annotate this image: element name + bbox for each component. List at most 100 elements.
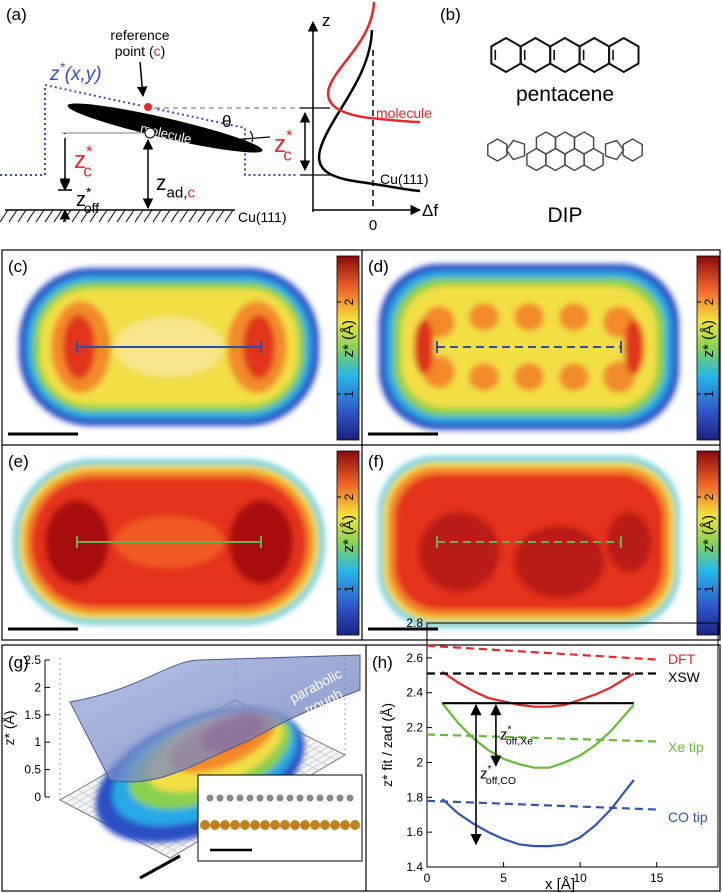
- molecule-curve: [327, 1, 421, 124]
- legend-entry: DFT: [668, 651, 696, 667]
- legend-entry: Xe tip: [668, 739, 704, 755]
- z-tick-label: 2.5: [24, 653, 41, 667]
- parabolic-trough: [69, 654, 361, 783]
- hatch: [215, 209, 225, 223]
- hatch: [179, 209, 189, 223]
- cu-atom: [260, 820, 270, 830]
- colorbar-label: z* (Å): [340, 515, 357, 553]
- colorbar-tick-label: 2: [702, 493, 716, 500]
- hatch: [161, 209, 171, 223]
- cu-atom: [270, 820, 280, 830]
- x-axis-label: x [Å]: [545, 876, 575, 893]
- cu-atom: [230, 820, 240, 830]
- ring: [622, 138, 643, 162]
- symbol-part: z: [74, 147, 86, 174]
- colorbar-tick-label: 1: [702, 390, 716, 397]
- carbon-atom: [316, 794, 324, 802]
- symbol-part: z: [76, 189, 86, 211]
- carbon-atom: [236, 794, 244, 802]
- symbol-part: *: [286, 126, 293, 145]
- colorbar-tick-label: 1: [342, 390, 356, 397]
- carbon-atom: [276, 794, 284, 802]
- legend-entry: CO tip: [668, 809, 708, 825]
- cu-atom: [220, 820, 230, 830]
- hatch: [89, 209, 99, 223]
- reference-part: c: [154, 43, 161, 59]
- inset: [197, 774, 363, 862]
- offset-label: z* off,CO: [480, 763, 516, 787]
- panel-label: (f): [368, 452, 384, 471]
- hatch: [143, 209, 153, 223]
- hatch: [26, 209, 36, 223]
- hatch: [224, 209, 234, 223]
- colorbar: [336, 450, 360, 636]
- hatch: [125, 209, 135, 223]
- map-layer: [419, 512, 499, 592]
- reference-part: ): [161, 43, 166, 59]
- scale-bar: [139, 854, 181, 880]
- hatch: [152, 209, 162, 223]
- carbon-atom: [246, 794, 254, 802]
- carbon-atom: [216, 794, 224, 802]
- x-tick-label: 0: [424, 871, 431, 885]
- map-layer: [514, 363, 544, 391]
- carbon-atom: [206, 794, 214, 802]
- colorbar: [696, 450, 720, 636]
- hatch: [170, 209, 180, 223]
- symbol-part: *: [507, 724, 511, 736]
- ring: [487, 138, 508, 162]
- symbol-part: *: [86, 142, 93, 161]
- hatch: [134, 209, 144, 223]
- colorbar-tick-label: 1: [342, 585, 356, 592]
- hatch: [71, 209, 81, 223]
- z-tick-label: 1.5: [24, 708, 41, 722]
- z-tick-label: 0: [34, 790, 41, 804]
- map-layer: [469, 303, 499, 331]
- legend-entry: XSW: [668, 669, 701, 685]
- symbol-part: *: [86, 184, 92, 200]
- cu-atom: [240, 820, 250, 830]
- reference-point: [142, 101, 154, 113]
- colorbar-label: z* (Å): [700, 515, 717, 553]
- cu-atom: [290, 820, 300, 830]
- x-tick-label: 5: [500, 871, 507, 885]
- symbol-part: z: [480, 766, 488, 783]
- hatch: [0, 209, 9, 223]
- colorbar-label: z* (Å): [340, 320, 357, 358]
- panel-label: (a): [6, 5, 27, 24]
- reference-part: point (: [115, 43, 154, 59]
- z-tick-label: 1: [34, 735, 41, 749]
- colorbar-tick-label: 1: [702, 585, 716, 592]
- y-tick-label: 2.2: [406, 721, 423, 735]
- cu-atom: [330, 820, 340, 830]
- panel-label: (c): [8, 257, 28, 276]
- map-layer: [469, 363, 499, 391]
- cu-atom: [310, 820, 320, 830]
- carbon-atom: [346, 794, 354, 802]
- curve-label: molecule: [376, 105, 432, 121]
- hatch: [8, 209, 18, 223]
- ring: [583, 147, 604, 172]
- colorbar-label: z* (Å): [700, 320, 717, 358]
- carbon-atom: [326, 794, 334, 802]
- angle-line: [229, 136, 271, 141]
- hatch: [80, 209, 90, 223]
- zc-label: z* c: [274, 126, 293, 164]
- map-layer: [624, 319, 644, 375]
- x-tick-label: 10: [573, 871, 587, 885]
- ring: [604, 139, 625, 161]
- symbol-part: off: [84, 200, 99, 216]
- colorbar: [696, 255, 720, 441]
- colorbar-tick-label: 2: [702, 298, 716, 305]
- map-layer: [603, 361, 635, 393]
- cu-atom: [200, 820, 210, 830]
- colorbar-tick-label: 2: [342, 298, 356, 305]
- hatch: [35, 209, 45, 223]
- cu-atom: [320, 820, 330, 830]
- molecule-name: DIP: [547, 204, 582, 227]
- angle-arc: [249, 130, 254, 143]
- fit-curve: [441, 670, 635, 708]
- symbol-part: z: [274, 131, 286, 158]
- symbol-part: c: [188, 184, 196, 201]
- y-axis-label: z* fit / zad (Å): [379, 703, 395, 787]
